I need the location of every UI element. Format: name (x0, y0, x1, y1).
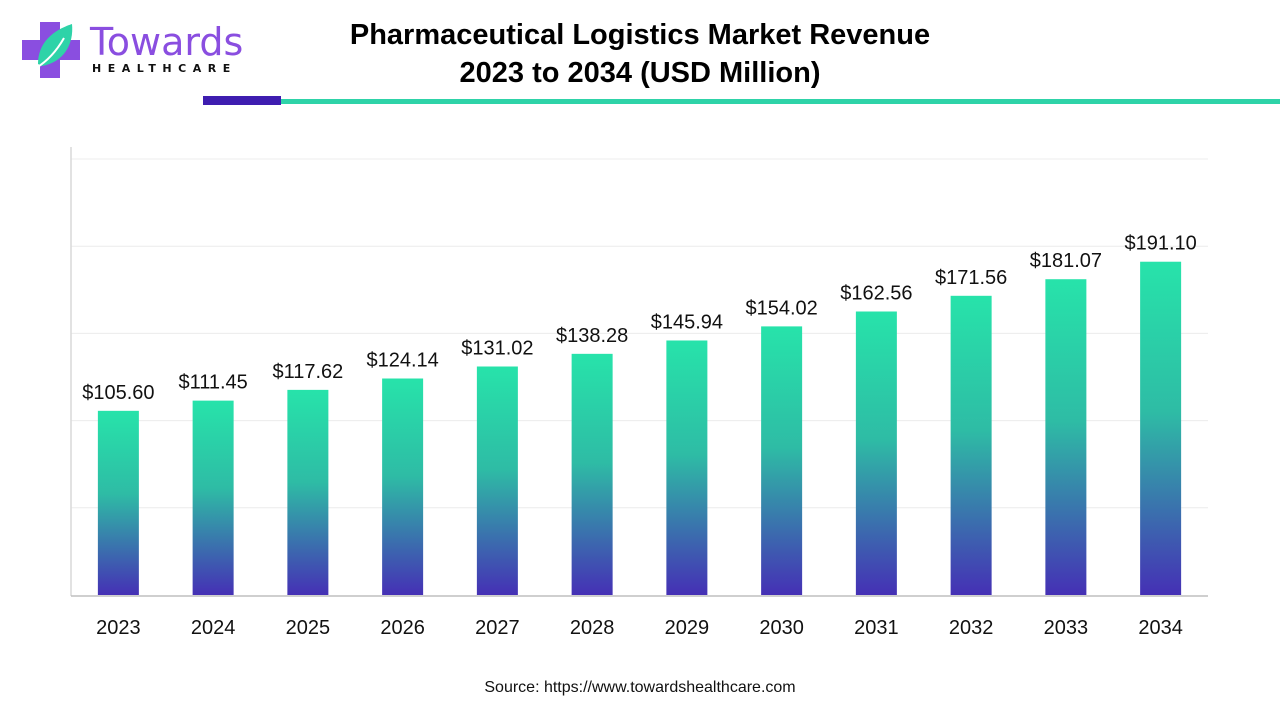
bar-2029 (666, 340, 708, 595)
data-label-2034: $191.10 (1124, 233, 1196, 255)
data-label-2024: $111.45 (178, 372, 247, 394)
bar-2023 (97, 410, 139, 595)
x-tick-2025: 2025 (286, 617, 331, 639)
medical-cross-leaf-icon (22, 22, 80, 78)
bar-2033 (1045, 279, 1087, 595)
data-label-2023: $105.60 (82, 382, 154, 404)
x-tick-2030: 2030 (759, 617, 804, 639)
brand-logo: Towards HEALTHCARE (20, 18, 244, 82)
bar-2032 (950, 295, 992, 595)
data-label-2029: $145.94 (651, 311, 723, 333)
gridlines (71, 158, 1208, 509)
x-tick-2033: 2033 (1044, 617, 1089, 639)
x-tick-2024: 2024 (191, 617, 236, 639)
x-tick-2034: 2034 (1138, 617, 1183, 639)
chart-title-line1: Pharmaceutical Logistics Market Revenue (349, 19, 931, 51)
data-label-2025: $117.62 (272, 361, 343, 383)
data-label-2027: $131.02 (461, 338, 533, 360)
bar-2024 (192, 400, 234, 595)
data-label-2033: $181.07 (1030, 250, 1102, 272)
chart-title-line2: 2023 to 2034 (USD Million) (459, 57, 821, 89)
x-tick-2032: 2032 (949, 617, 994, 639)
x-tick-2023: 2023 (96, 617, 141, 639)
data-label-2030: $154.02 (745, 297, 817, 319)
bar-2028 (571, 353, 613, 595)
x-tick-2028: 2028 (570, 617, 615, 639)
data-labels: $105.60 $111.45 $117.62 $124.14 $131.02 $138.… (82, 233, 1197, 404)
bars (97, 261, 1182, 595)
data-label-2026: $124.14 (366, 349, 438, 371)
bar-2025 (287, 389, 329, 595)
bar-2030 (761, 326, 803, 595)
x-tick-labels: 2023 2024 2025 2026 2027 2028 2029 2030 2031 2032… (96, 617, 1183, 639)
brand-name: Towards (90, 20, 244, 64)
data-label-2028: $138.28 (556, 325, 628, 347)
source-note: Source: https://www.towardshealthcare.co… (484, 679, 796, 696)
x-tick-2031: 2031 (854, 617, 899, 639)
data-label-2031: $162.56 (840, 282, 912, 304)
x-tick-2027: 2027 (475, 617, 520, 639)
x-tick-2029: 2029 (665, 617, 710, 639)
bar-2027 (476, 366, 518, 595)
header-accent-teal (281, 99, 1280, 104)
data-label-2032: $171.56 (935, 267, 1007, 289)
header-accent-purple (203, 96, 281, 105)
bar-2034 (1140, 261, 1182, 595)
x-tick-2026: 2026 (380, 617, 425, 639)
chart-title: Pharmaceutical Logistics Market Revenue … (340, 16, 940, 92)
brand-subname: HEALTHCARE (92, 62, 237, 75)
bar-2026 (382, 378, 424, 595)
bar-2031 (855, 311, 897, 595)
